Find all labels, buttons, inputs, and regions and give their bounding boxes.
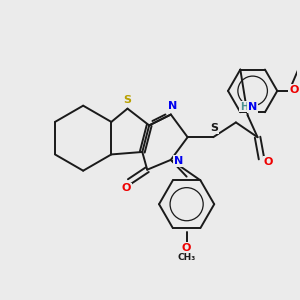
Text: O: O: [289, 85, 299, 95]
Text: O: O: [264, 157, 273, 167]
Text: N: N: [168, 101, 178, 111]
Text: O: O: [122, 183, 131, 194]
Text: N: N: [248, 102, 257, 112]
Text: O: O: [182, 242, 191, 253]
Text: CH₃: CH₃: [178, 253, 196, 262]
Text: H: H: [240, 102, 248, 112]
Text: S: S: [124, 95, 131, 105]
Text: N: N: [174, 156, 183, 166]
Text: S: S: [210, 123, 218, 133]
